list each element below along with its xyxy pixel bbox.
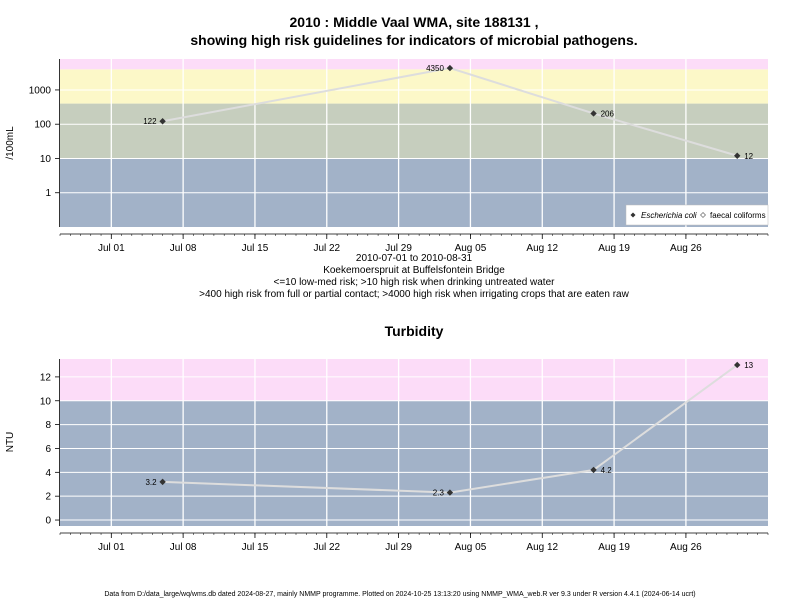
x-tick-label-2: Jul 15 <box>242 542 269 553</box>
chart1-legend: Escherichia coli faecal coliforms <box>625 204 769 226</box>
x-tick-label-7: Aug 19 <box>598 243 630 254</box>
data-label-1: 2.3 <box>433 489 445 498</box>
y-tick-label-2: 4 <box>45 468 51 479</box>
chart1-risk-bands <box>60 59 768 227</box>
x-tick-label-3: Jul 22 <box>313 542 340 553</box>
chart1-title-line1: 2010 : Middle Vaal WMA, site 188131 , <box>290 14 539 30</box>
x-tick-label-4: Jul 29 <box>385 542 412 553</box>
chart2-risk-bands <box>60 359 768 526</box>
x-tick-label-5: Aug 05 <box>455 243 487 254</box>
x-tick-label-1: Jul 08 <box>170 542 197 553</box>
data-label-3: 13 <box>744 361 753 370</box>
chart1-title-line2: showing high risk guidelines for indicat… <box>190 32 637 48</box>
data-point-2 <box>590 110 597 117</box>
chart2-grid <box>60 359 768 526</box>
series-line <box>162 67 738 157</box>
legend-ecoli-marker <box>630 212 636 218</box>
x-tick-label-6: Aug 12 <box>526 542 558 553</box>
y-tick-label-4: 8 <box>45 420 51 431</box>
y-tick-label-0: 0 <box>45 516 51 527</box>
y-tick-label-3: 6 <box>45 444 51 455</box>
y-tick-label-2: 100 <box>34 120 51 131</box>
y-tick-label-1: 10 <box>40 154 52 165</box>
band-1 <box>60 359 768 401</box>
data-point-3 <box>734 152 741 159</box>
data-label-1: 4350 <box>426 64 444 73</box>
x-tick-label-2: Jul 15 <box>242 243 269 254</box>
legend-faecal-label: faecal coliforms <box>710 211 766 220</box>
x-tick-label-8: Aug 26 <box>670 542 702 553</box>
x-tick-label-0: Jul 01 <box>98 542 125 553</box>
data-label-2: 206 <box>601 109 615 118</box>
caption-line-4: >400 high risk from full or partial cont… <box>199 289 629 300</box>
caption-line-1: 2010-07-01 to 2010-08-31 <box>356 253 473 264</box>
x-tick-label-8: Aug 26 <box>670 243 702 254</box>
data-point-1 <box>446 64 454 72</box>
chart1-y-axis-label: /100mL <box>5 126 16 160</box>
y-tick-label-1: 2 <box>45 492 51 503</box>
data-label-0: 3.2 <box>145 478 157 487</box>
chart1-grid <box>60 59 768 227</box>
legend-faecal-marker <box>700 212 706 218</box>
y-tick-label-0: 1 <box>45 188 51 199</box>
series-line <box>162 364 738 494</box>
x-tick-label-5: Aug 05 <box>455 542 487 553</box>
data-label-2: 4.2 <box>601 466 613 475</box>
chart1-axes: 1 10 100 1000 Jul 01 Jul 08 Jul 15 Jul 22 Jul 29… <box>29 59 769 254</box>
y-tick-label-3: 1000 <box>29 85 52 96</box>
band-3 <box>60 59 768 70</box>
legend-box <box>625 204 769 226</box>
legend-ecoli-label: Escherichia coli <box>641 211 697 220</box>
x-tick-label-1: Jul 08 <box>170 243 197 254</box>
chart2-axes: 0 2 4 6 8 10 12 Jul 01 Jul 08 Jul 15 Jul 22 Jul 29 A… <box>40 359 769 553</box>
x-tick-label-0: Jul 01 <box>98 243 125 254</box>
x-tick-label-7: Aug 19 <box>598 542 630 553</box>
data-point-0 <box>159 118 166 125</box>
y-tick-label-6: 12 <box>40 372 52 383</box>
chart2-y-axis-label: NTU <box>5 432 16 453</box>
data-point-3 <box>734 361 741 369</box>
chart1-series: 122 4350 206 12 <box>143 64 753 161</box>
chart2-series: 3.2 2.3 4.2 13 <box>145 361 753 498</box>
data-label-0: 122 <box>143 117 157 126</box>
x-tick-label-4: Jul 29 <box>385 243 412 254</box>
data-point-1 <box>446 489 454 496</box>
data-label-3: 12 <box>744 152 753 161</box>
band-0 <box>60 400 768 526</box>
x-tick-label-6: Aug 12 <box>526 243 558 254</box>
chart2-title: Turbidity <box>385 323 444 339</box>
caption-line-2: Koekemoerspruit at Buffelsfontein Bridge <box>323 265 505 276</box>
x-tick-label-3: Jul 22 <box>313 243 340 254</box>
footer-note: Data from D:/data_large/wq/wms.db dated … <box>104 591 695 598</box>
data-point-0 <box>159 478 166 486</box>
y-tick-label-5: 10 <box>40 396 52 407</box>
caption-line-3: <=10 low-med risk; >10 high risk when dr… <box>274 277 556 288</box>
band-1 <box>60 103 768 159</box>
data-point-2 <box>590 466 597 474</box>
